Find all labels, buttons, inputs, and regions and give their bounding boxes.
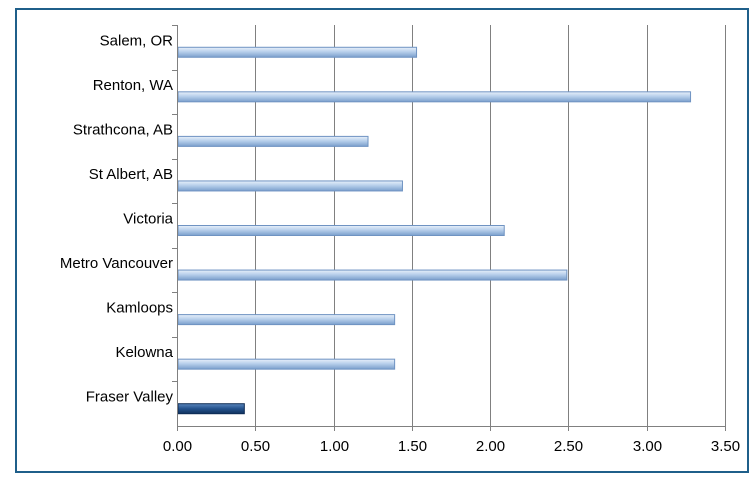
x-tick-label: 3.50 xyxy=(711,438,740,455)
axes xyxy=(172,25,726,431)
category-label: St Albert, AB xyxy=(89,166,173,183)
x-tick-label: 2.50 xyxy=(554,438,583,455)
category-label: Salem, OR xyxy=(100,32,174,49)
x-tick-label: 1.50 xyxy=(398,438,427,455)
category-label: Fraser Valley xyxy=(86,389,174,406)
labels: 0.00 0.50 1.00 1.50 2.00 2.50 3.00 3.50 Salem, O… xyxy=(60,32,740,455)
category-label: Victoria xyxy=(123,211,173,228)
category-label: Kelowna xyxy=(115,344,173,361)
bar xyxy=(177,46,418,58)
category-label: Strathcona, AB xyxy=(73,121,173,138)
x-tick-label: 1.00 xyxy=(320,438,349,455)
bars xyxy=(177,46,692,415)
x-tick-label: 2.00 xyxy=(476,438,505,455)
bar-highlight xyxy=(177,403,245,415)
category-label: Kamloops xyxy=(106,300,173,317)
x-tick-label: 0.50 xyxy=(241,438,270,455)
category-label: Renton, WA xyxy=(93,77,173,94)
x-tick-label: 0.00 xyxy=(163,438,192,455)
bar xyxy=(177,358,396,370)
category-label: Metro Vancouver xyxy=(60,255,173,272)
bar xyxy=(177,314,396,326)
bar xyxy=(177,91,692,103)
bar xyxy=(177,135,369,147)
bar xyxy=(177,269,568,281)
bar xyxy=(177,180,403,192)
x-tick-label: 3.00 xyxy=(633,438,662,455)
bar xyxy=(177,225,505,236)
chart-frame xyxy=(15,8,749,473)
